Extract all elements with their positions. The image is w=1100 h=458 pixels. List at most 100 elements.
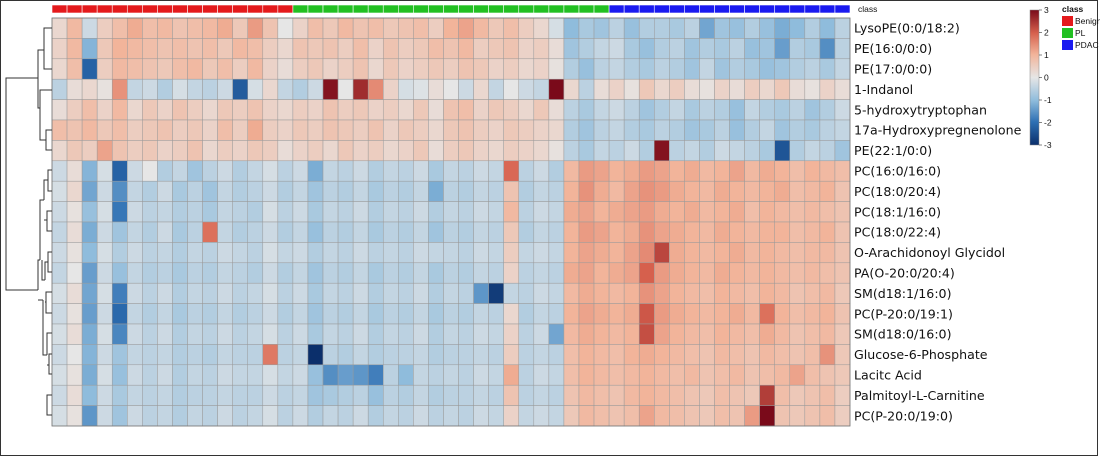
heatmap-cell (398, 180, 414, 202)
heatmap-cell (322, 405, 339, 427)
heatmap-cell (428, 160, 444, 182)
heatmap-cell (51, 384, 68, 406)
heatmap-cell (518, 405, 535, 427)
heatmap-cell (638, 180, 655, 202)
heatmap-cell (292, 201, 309, 223)
heatmap-cell (503, 78, 520, 100)
heatmap-cell (187, 160, 203, 182)
heatmap-cell (819, 344, 836, 366)
heatmap-cell (202, 221, 218, 243)
heatmap-cell (382, 344, 399, 366)
heatmap-cell (503, 38, 520, 60)
class-bar-cell (834, 4, 851, 14)
heatmap-cell (352, 262, 369, 284)
heatmap-cell (367, 323, 384, 345)
heatmap-cell (322, 221, 339, 243)
heatmap-cell (277, 180, 294, 202)
heatmap-cell (744, 323, 760, 345)
heatmap-cell (789, 344, 806, 366)
heatmap-cell (699, 58, 715, 80)
heatmap-cell (789, 58, 806, 80)
heatmap-cell (142, 58, 158, 80)
class-annotation-label: class (858, 4, 877, 14)
heatmap-cell (292, 78, 309, 100)
heatmap-cell (744, 180, 760, 202)
heatmap-cell (142, 364, 158, 386)
heatmap-cell (473, 282, 489, 304)
heatmap-cell (51, 119, 68, 141)
heatmap-cell (759, 99, 775, 121)
heatmap-cell (744, 405, 760, 427)
heatmap-cell (367, 242, 384, 264)
heatmap-cell (774, 344, 791, 366)
heatmap-cell (563, 17, 580, 39)
heatmap-cell (699, 323, 715, 345)
heatmap-cell (759, 364, 775, 386)
heatmap-cell (322, 262, 339, 284)
heatmap-cell (307, 17, 324, 39)
heatmap-cell (458, 78, 474, 100)
heatmap-cell (277, 140, 294, 162)
heatmap-cell (774, 405, 791, 427)
heatmap-cell (593, 17, 610, 39)
heatmap-cell (307, 58, 324, 80)
heatmap-cell (367, 180, 384, 202)
heatmap-cell (81, 405, 98, 427)
heatmap-cell (608, 262, 625, 284)
heatmap-cell (157, 38, 173, 60)
heatmap-cell (202, 364, 218, 386)
heatmap-cell (81, 38, 98, 60)
heatmap-cell (352, 384, 369, 406)
row-dendrogram (5, 27, 52, 416)
heatmap-cell (714, 160, 730, 182)
heatmap-cell (322, 201, 339, 223)
heatmap-cell (804, 180, 821, 202)
heatmap-cell (247, 201, 264, 223)
heatmap-cell (789, 160, 806, 182)
heatmap-cell (669, 364, 685, 386)
heatmap-cell (172, 384, 188, 406)
heatmap-cell (292, 262, 309, 284)
heatmap-cell (247, 221, 264, 243)
heatmap-cell (187, 180, 203, 202)
heatmap-cell (729, 344, 745, 366)
heatmap-cell (533, 119, 550, 141)
heatmap-cell (217, 405, 233, 427)
heatmap-cell (382, 282, 399, 304)
heatmap-cell (684, 405, 700, 427)
heatmap-cell (819, 303, 836, 325)
heatmap-cell (804, 160, 821, 182)
class-bar-cell (638, 4, 655, 14)
heatmap-cell (428, 119, 444, 141)
heatmap-cell (127, 99, 143, 121)
heatmap-cell (684, 140, 700, 162)
heatmap-cell (111, 221, 128, 243)
heatmap-cell (322, 344, 339, 366)
heatmap-cell (699, 221, 715, 243)
heatmap-cell (322, 99, 339, 121)
heatmap-cell (247, 242, 264, 264)
heatmap-cell (834, 140, 851, 162)
heatmap-cell (187, 119, 203, 141)
heatmap-cell (669, 78, 685, 100)
class-bar-cell (157, 4, 173, 14)
heatmap-cell (789, 201, 806, 223)
heatmap-cell (488, 344, 504, 366)
row-label: PC(P-20:0/19:0) (854, 408, 953, 423)
heatmap-cell (96, 323, 113, 345)
heatmap-cell (382, 160, 399, 182)
heatmap-cell (96, 140, 113, 162)
heatmap-cell (428, 282, 444, 304)
heatmap-cell (202, 119, 218, 141)
heatmap-cell (834, 384, 851, 406)
heatmap-cell (714, 140, 730, 162)
heatmap-cell (638, 262, 655, 284)
heatmap-cell (307, 364, 324, 386)
heatmap-cell (307, 78, 324, 100)
heatmap-cell (202, 58, 218, 80)
heatmap-cell (217, 78, 233, 100)
heatmap-cell (337, 58, 354, 80)
heatmap-cell (217, 99, 233, 121)
heatmap-cell (563, 38, 580, 60)
heatmap-cell (428, 201, 444, 223)
